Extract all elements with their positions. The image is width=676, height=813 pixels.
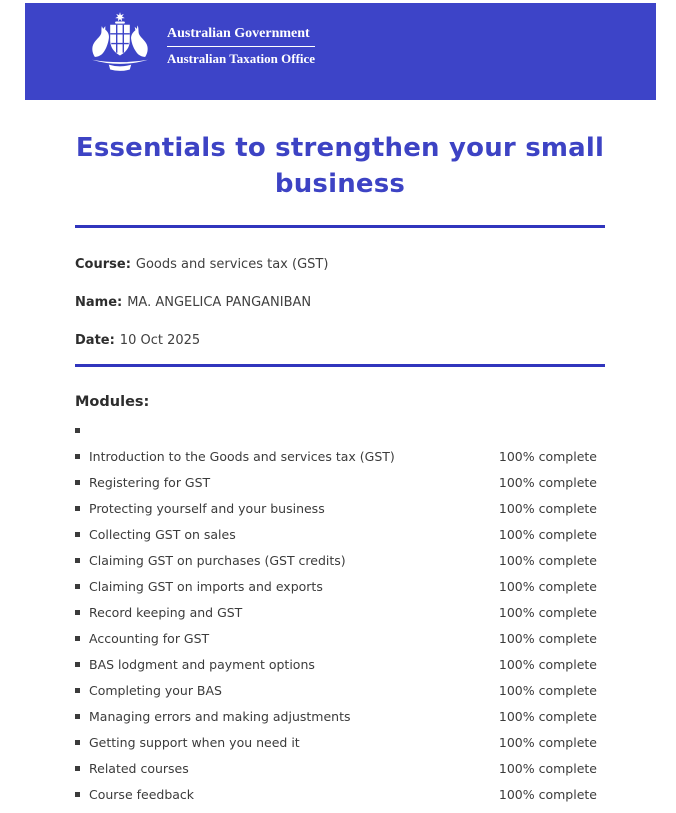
module-row: Completing your BAS 100% complete: [75, 678, 605, 704]
name-value: MA. ANGELICA PANGANIBAN: [127, 294, 312, 310]
module-name: Accounting for GST: [89, 631, 210, 647]
module-list: Introduction to the Goods and services t…: [75, 418, 605, 808]
modules-heading: Modules:: [75, 393, 150, 410]
course-label: Course:: [75, 256, 131, 272]
government-banner: Australian Government Australian Taxatio…: [25, 3, 656, 100]
bullet-square-icon: [75, 532, 80, 538]
module-status: 100% complete: [498, 501, 597, 517]
module-row: Accounting for GST 100% complete: [75, 626, 605, 652]
certificate-body: Essentials to strengthen your small busi…: [75, 100, 605, 808]
module-name: Introduction to the Goods and services t…: [89, 449, 395, 465]
module-name: Related courses: [89, 761, 189, 777]
module-name: Course feedback: [89, 787, 195, 803]
module-name: Protecting yourself and your business: [89, 501, 325, 517]
bullet-square-icon: [75, 636, 80, 642]
module-name: Getting support when you need it: [89, 735, 300, 751]
module-row: Record keeping and GST 100% complete: [75, 600, 605, 626]
bullet-square-icon: [75, 584, 80, 590]
module-name: Claiming GST on imports and exports: [89, 579, 323, 595]
bullet-square-icon: [75, 480, 80, 486]
module-row: Registering for GST 100% complete: [75, 470, 605, 496]
module-row: Managing errors and making adjustments 1…: [75, 704, 605, 730]
module-status: 100% complete: [498, 475, 597, 491]
agency-name: Australian Government: [167, 26, 310, 41]
name-row: Name: MA. ANGELICA PANGANIBAN: [75, 295, 605, 311]
date-label: Date:: [75, 332, 115, 348]
module-status: 100% complete: [498, 449, 597, 465]
module-status: 100% complete: [498, 761, 597, 777]
module-name: Registering for GST: [89, 475, 211, 491]
course-row: Course: Goods and services tax (GST): [75, 257, 605, 273]
bullet-square-icon: [75, 714, 80, 720]
bullet-square-icon: [75, 506, 80, 512]
course-value: Goods and services tax (GST): [135, 256, 329, 272]
bullet-square-icon: [75, 558, 80, 564]
module-status: 100% complete: [498, 787, 597, 803]
module-row: BAS lodgment and payment options 100% co…: [75, 652, 605, 678]
page-title: Essentials to strengthen your small busi…: [75, 133, 605, 200]
module-name: Completing your BAS: [89, 683, 222, 699]
date-value: 10 Oct 2025: [119, 332, 201, 348]
bullet-square-icon: [75, 740, 80, 746]
bullet-square-icon: [75, 662, 80, 668]
ato-logo: Australian Government Australian Taxatio…: [85, 10, 316, 73]
module-status: 100% complete: [498, 683, 597, 699]
module-status: 100% complete: [498, 605, 597, 621]
bullet-square-icon: [75, 688, 80, 694]
module-name: Record keeping and GST: [89, 605, 243, 621]
logo-divider: [167, 46, 316, 47]
bullet-square-icon: [75, 766, 80, 772]
module-row: Getting support when you need it 100% co…: [75, 730, 605, 756]
module-status: 100% complete: [498, 553, 597, 569]
module-name: Managing errors and making adjustments: [89, 709, 351, 725]
bullet-square-icon: [75, 454, 80, 460]
module-row: Introduction to the Goods and services t…: [75, 444, 605, 470]
australian-coat-of-arms-icon: [92, 12, 148, 71]
module-name: Collecting GST on sales: [89, 527, 236, 543]
module-row: Protecting yourself and your business 10…: [75, 496, 605, 522]
module-name: Claiming GST on purchases (GST credits): [89, 553, 346, 569]
date-row: Date: 10 Oct 2025: [75, 333, 605, 349]
module-status: 100% complete: [498, 579, 597, 595]
module-name: BAS lodgment and payment options: [89, 657, 315, 673]
module-row: [75, 418, 605, 444]
module-status: 100% complete: [498, 527, 597, 543]
module-row: Claiming GST on purchases (GST credits) …: [75, 548, 605, 574]
module-status: 100% complete: [498, 735, 597, 751]
bullet-square-icon: [75, 428, 80, 434]
module-row: Claiming GST on imports and exports 100%…: [75, 574, 605, 600]
module-status: 100% complete: [498, 631, 597, 647]
department-name: Australian Taxation Office: [167, 51, 316, 66]
name-label: Name:: [75, 294, 123, 310]
bullet-square-icon: [75, 792, 80, 798]
module-row: Collecting GST on sales 100% complete: [75, 522, 605, 548]
module-status: 100% complete: [498, 709, 597, 725]
module-status: 100% complete: [498, 657, 597, 673]
module-row: Related courses 100% complete: [75, 756, 605, 782]
divider-top: [75, 224, 605, 228]
bullet-square-icon: [75, 610, 80, 616]
divider-middle: [75, 363, 605, 367]
module-row: Course feedback 100% complete: [75, 782, 605, 808]
